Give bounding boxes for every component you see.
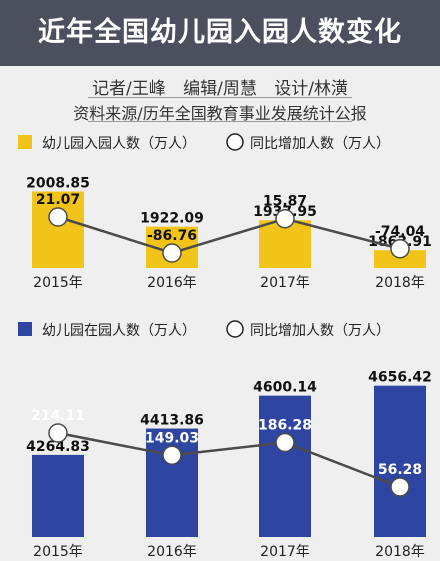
bar	[259, 395, 311, 537]
bar-value-label: 4656.42	[368, 370, 432, 386]
bar	[32, 454, 84, 537]
yoy-value-label: 15.87	[263, 194, 307, 210]
yoy-value-label: -74.04	[375, 224, 425, 240]
yoy-line	[57, 431, 401, 489]
bar-value-label: 4413.86	[140, 413, 204, 429]
yoy-value-label: 186.28	[258, 418, 312, 434]
yoy-point	[48, 207, 68, 227]
legend-swatch	[18, 322, 32, 336]
bar-value-label: 2008.85	[26, 176, 90, 192]
reporter-credit: 记者/王峰	[91, 79, 166, 99]
x-tick-label: 2018年	[375, 275, 425, 291]
bar-value-label: 4264.83	[26, 439, 90, 455]
legend-swatch	[18, 135, 32, 149]
x-tick-label: 2018年	[375, 544, 425, 560]
yoy-value-label: 149.03	[145, 430, 199, 446]
x-tick-label: 2017年	[260, 544, 310, 560]
divider	[88, 121, 352, 122]
legend-marker	[226, 320, 244, 338]
legend-label: 幼儿园入园人数（万人）	[42, 136, 196, 152]
yoy-point	[162, 445, 182, 466]
bar	[32, 191, 84, 268]
yoy-value-label: -86.76	[147, 228, 197, 244]
yoy-line	[57, 215, 401, 255]
editor-credit: 编辑/周慧	[183, 79, 257, 99]
data-source: 资料来源/历年全国教育事业发展统计公报	[73, 104, 367, 123]
bar	[374, 250, 426, 268]
yoy-value-label: 56.28	[378, 462, 422, 478]
x-tick-label: 2017年	[260, 275, 310, 291]
legend-label: 同比增加人数（万人）	[250, 136, 390, 152]
legend-label: 同比增加人数（万人）	[250, 323, 390, 339]
legend-label: 幼儿园在园人数（万人）	[42, 323, 196, 339]
x-tick-label: 2016年	[147, 275, 197, 291]
divider	[88, 97, 352, 98]
bar-value-label: 1922.09	[140, 211, 204, 227]
in-kindergarten-chart: 幼儿园在园人数（万人） 同比增加人数（万人） 4264.83 2015年 4413.86…	[18, 320, 432, 560]
yoy-value-label: 214.11	[31, 408, 85, 424]
designer-credit: 设计/林潢	[274, 79, 348, 99]
legend-marker	[226, 133, 244, 151]
x-tick-label: 2015年	[33, 544, 83, 560]
yoy-value-label: 21.07	[36, 192, 80, 208]
yoy-point	[275, 432, 295, 453]
credits-line: 记者/王峰 编辑/周慧 设计/林潢	[0, 74, 440, 99]
yoy-point	[275, 208, 295, 229]
yoy-point	[162, 243, 182, 263]
enrollment-chart: 幼儿园入园人数（万人） 同比增加人数（万人） 2008.85 2015年 1922.09…	[18, 133, 432, 291]
bar-value-label: 4600.14	[253, 380, 317, 396]
x-tick-label: 2015年	[33, 275, 83, 291]
yoy-point	[390, 477, 410, 497]
page-title: 近年全国幼儿园入园人数变化	[0, 0, 440, 66]
yoy-point	[48, 423, 68, 443]
x-tick-label: 2016年	[147, 544, 197, 560]
yoy-point	[390, 239, 410, 259]
bar	[374, 385, 426, 537]
